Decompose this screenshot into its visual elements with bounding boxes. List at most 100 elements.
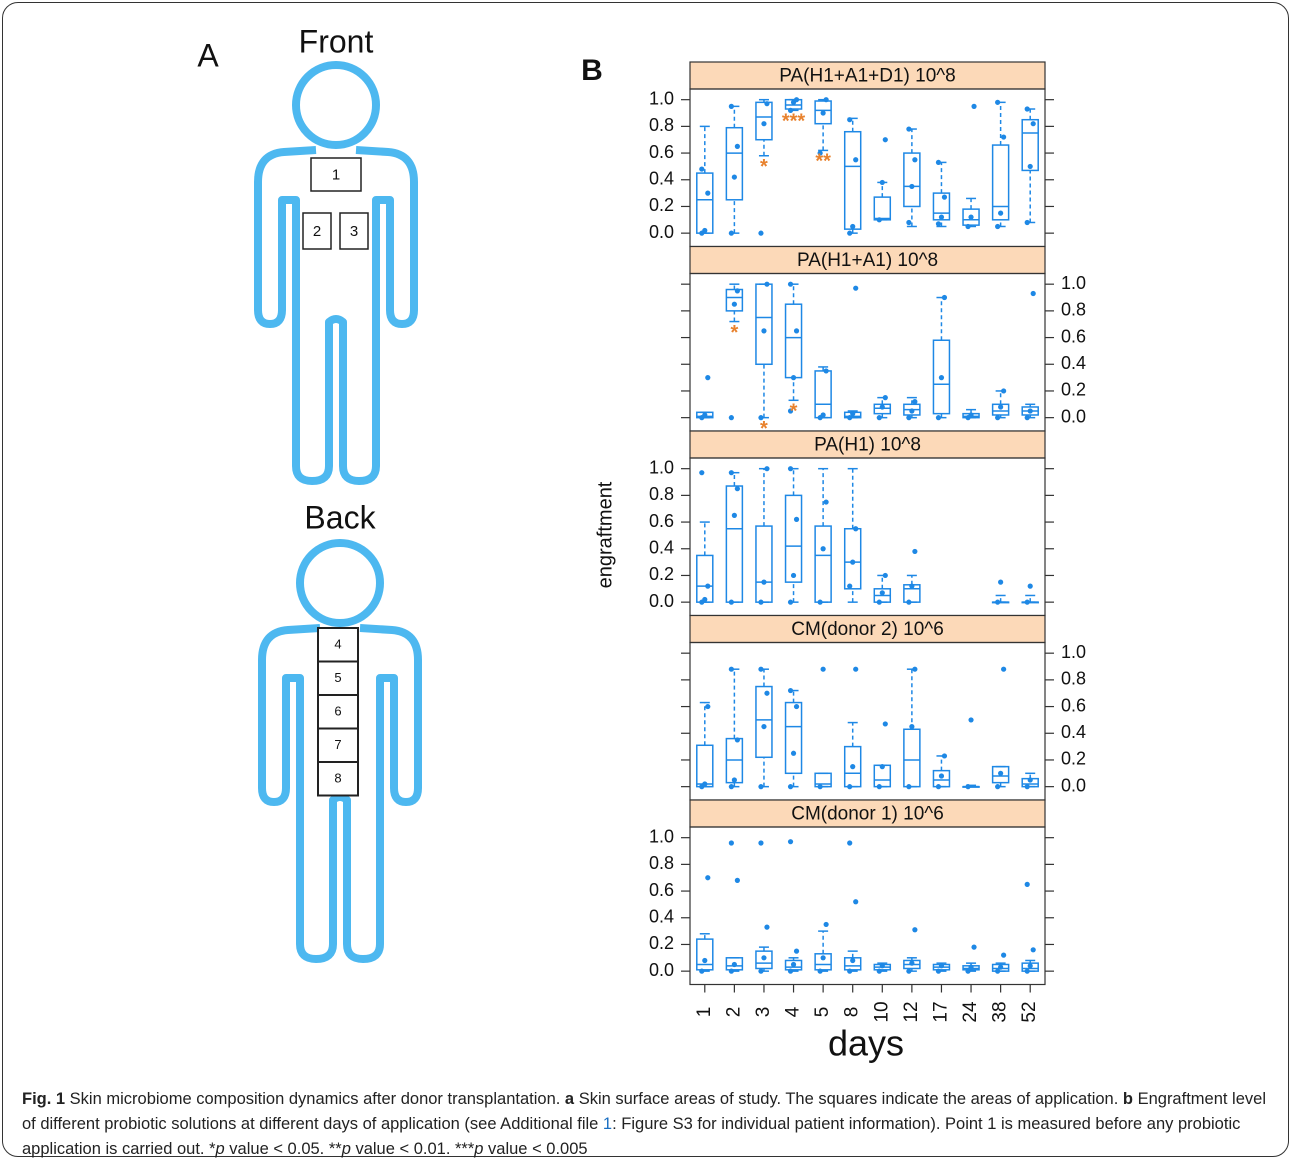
data-point — [912, 927, 917, 932]
data-point — [705, 704, 710, 709]
data-point — [702, 412, 707, 417]
data-point — [794, 949, 799, 954]
data-point — [732, 962, 737, 967]
data-point — [850, 764, 855, 769]
box — [904, 153, 920, 206]
application-areas: 12345678 — [303, 158, 368, 796]
caption-text: value < 0.005 — [483, 1140, 587, 1158]
y-tick-label: 0.8 — [1061, 300, 1086, 320]
data-point — [850, 411, 855, 416]
data-point — [788, 600, 793, 605]
data-point — [764, 282, 769, 287]
box — [993, 145, 1009, 220]
data-point — [1028, 963, 1033, 968]
data-point — [998, 965, 1003, 970]
data-point — [880, 590, 885, 595]
y-axis-label: engraftment — [594, 481, 616, 588]
data-point — [936, 969, 941, 974]
area-label: 3 — [350, 223, 358, 240]
x-tick-label: 1 — [694, 1007, 715, 1018]
data-point — [968, 215, 973, 220]
data-point — [761, 580, 766, 585]
data-point — [788, 466, 793, 471]
data-point — [906, 220, 911, 225]
x-tick-label: 38 — [990, 1001, 1011, 1022]
data-point — [794, 517, 799, 522]
data-point — [729, 470, 734, 475]
box — [697, 745, 713, 786]
data-point — [702, 597, 707, 602]
data-point — [1025, 784, 1030, 789]
data-point — [906, 126, 911, 131]
panel-b: BengraftmentdaysPA(H1+A1+D1) 10^80.00.20… — [581, 54, 1086, 1064]
data-point — [847, 231, 852, 236]
data-point — [936, 221, 941, 226]
caption-text: value < 0.05. ** — [225, 1140, 342, 1158]
data-point — [824, 499, 829, 504]
plot-frame — [690, 458, 1045, 616]
data-point — [788, 839, 793, 844]
y-tick-label: 0.2 — [649, 933, 674, 953]
data-point — [705, 375, 710, 380]
data-point — [853, 899, 858, 904]
data-point — [729, 231, 734, 236]
data-point — [850, 560, 855, 565]
data-point — [965, 224, 970, 229]
data-point — [939, 963, 944, 968]
y-tick-label: 0.6 — [1061, 695, 1086, 715]
data-point — [699, 969, 704, 974]
y-tick-label: 0.8 — [649, 853, 674, 873]
box — [697, 555, 713, 602]
box — [815, 371, 831, 418]
data-point — [995, 224, 1000, 229]
caption-text[interactable]: 1 — [603, 1115, 612, 1133]
y-tick-label: 0.2 — [649, 564, 674, 584]
area-label: 5 — [334, 670, 341, 685]
data-point — [1028, 584, 1033, 589]
data-point — [1001, 953, 1006, 958]
y-tick-label: 1.0 — [1061, 642, 1086, 662]
data-point — [821, 667, 826, 672]
data-point — [850, 958, 855, 963]
data-point — [877, 217, 882, 222]
box — [726, 290, 742, 311]
box — [756, 687, 772, 758]
caption-text: p — [342, 1140, 351, 1158]
data-point — [824, 922, 829, 927]
data-point — [699, 166, 704, 171]
data-point — [877, 784, 882, 789]
box — [786, 304, 802, 377]
y-tick-label: 0.2 — [649, 195, 674, 215]
data-point — [818, 600, 823, 605]
data-point — [971, 104, 976, 109]
x-tick-label: 10 — [871, 1001, 892, 1022]
data-point — [761, 121, 766, 126]
data-point — [1031, 947, 1036, 952]
data-point — [1025, 969, 1030, 974]
view-title: Back — [304, 499, 376, 535]
y-tick-label: 0.0 — [649, 222, 674, 242]
plot-frame — [690, 89, 1045, 247]
y-tick-label: 0.2 — [1061, 380, 1086, 400]
area-label: 8 — [334, 770, 341, 785]
y-tick-label: 1.0 — [1061, 273, 1086, 293]
box — [756, 284, 772, 364]
data-point — [883, 137, 888, 142]
significance-mark: * — [730, 322, 738, 344]
box — [756, 526, 772, 602]
box — [845, 529, 861, 589]
data-point — [998, 771, 1003, 776]
data-point — [998, 211, 1003, 216]
body-front — [258, 65, 414, 481]
panel-label: A — [197, 37, 219, 73]
data-point — [732, 513, 737, 518]
data-point — [906, 600, 911, 605]
page: A Front Back 12345678 BengraftmentdaysPA… — [0, 0, 1293, 1161]
area-label: 7 — [334, 737, 341, 752]
data-point — [853, 157, 858, 162]
data-point — [735, 144, 740, 149]
data-point — [912, 549, 917, 554]
data-point — [906, 969, 911, 974]
data-point — [758, 600, 763, 605]
data-point — [1025, 415, 1030, 420]
